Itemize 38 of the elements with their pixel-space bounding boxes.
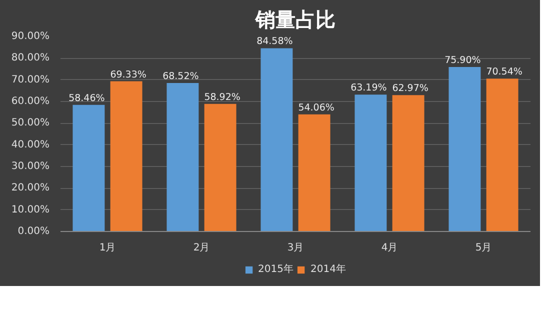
x-tick-label: 3月 <box>287 242 304 254</box>
bar <box>260 48 293 232</box>
x-tick-label: 2月 <box>193 242 210 254</box>
y-tick-label: 30.00% <box>11 161 50 172</box>
bar <box>298 114 330 232</box>
y-tick-label: 70.00% <box>11 74 50 86</box>
y-tick-label: 50.00% <box>11 118 50 129</box>
chart-title: 销量占比 <box>254 8 336 32</box>
bar <box>204 104 236 232</box>
x-tick-label: 1月 <box>99 242 116 254</box>
bar <box>110 81 142 232</box>
bar <box>486 78 518 232</box>
data-label: 69.33% <box>110 69 146 80</box>
bar <box>392 95 424 232</box>
legend-label: 2014年 <box>310 263 346 276</box>
x-tick-label: 5月 <box>475 242 492 254</box>
y-tick-label: 90.00% <box>11 31 50 42</box>
x-tick-label: 4月 <box>381 242 398 254</box>
bar <box>166 83 199 232</box>
bar <box>354 94 387 232</box>
y-tick-label: 10.00% <box>11 204 50 216</box>
data-label: 58.46% <box>68 92 105 104</box>
data-label: 68.52% <box>162 71 199 82</box>
data-label: 58.92% <box>204 92 240 103</box>
data-label: 62.97% <box>392 83 428 94</box>
bar <box>448 67 481 232</box>
y-tick-label: 80.00% <box>11 52 50 64</box>
y-tick-label: 0.00% <box>18 226 50 237</box>
data-label: 63.19% <box>350 82 387 94</box>
y-tick-label: 60.00% <box>11 96 50 107</box>
data-label: 75.90% <box>444 55 481 66</box>
y-tick-label: 40.00% <box>11 139 50 150</box>
bar <box>72 104 105 232</box>
data-label: 70.54% <box>486 66 522 78</box>
data-label: 54.06% <box>298 102 334 114</box>
data-label: 84.58% <box>256 36 293 48</box>
y-tick-label: 20.00% <box>11 182 50 194</box>
legend-label: 2015年 <box>258 263 294 276</box>
